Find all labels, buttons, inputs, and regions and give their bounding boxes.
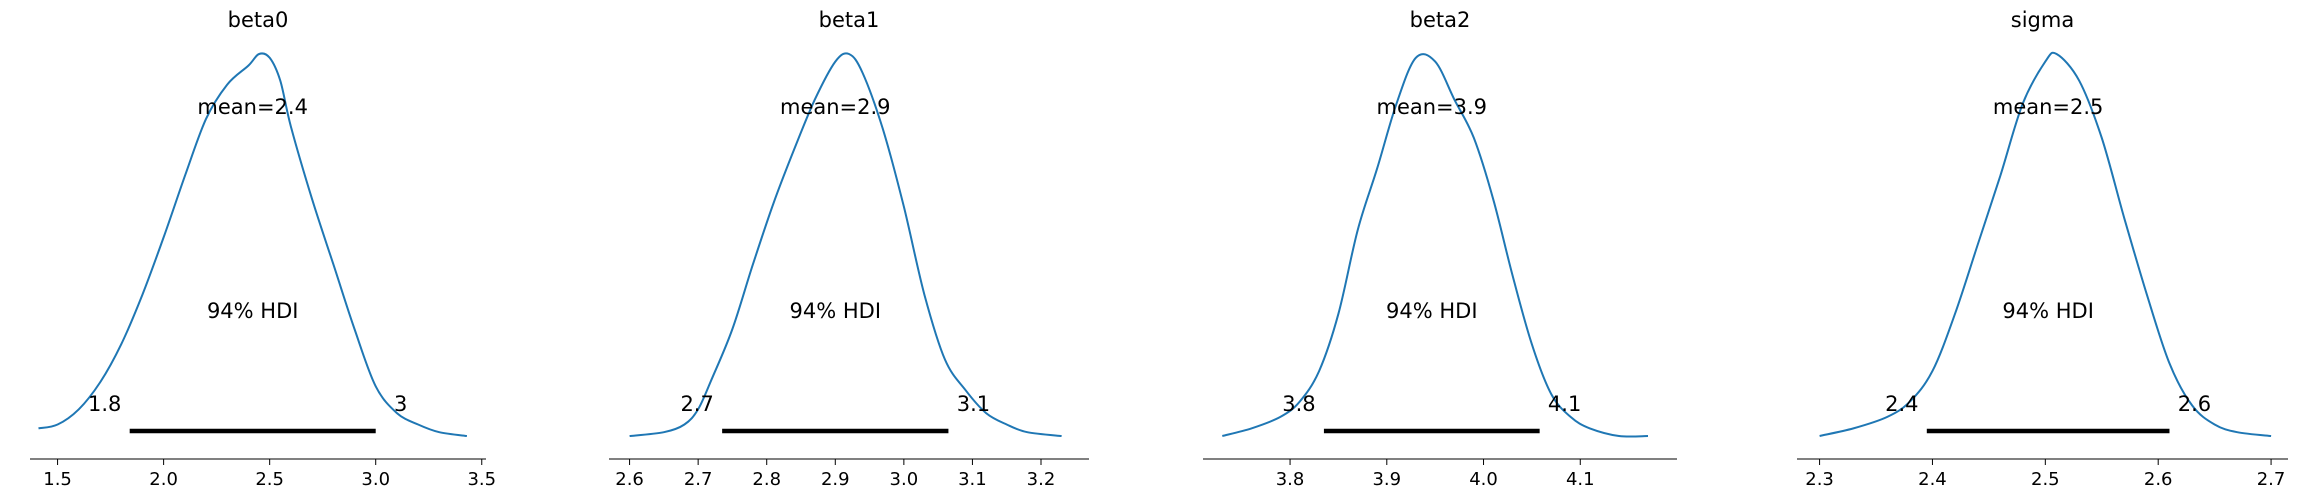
panel-title: sigma [2011,8,2074,32]
hdi-high-label: 3 [394,392,407,416]
x-tick-label: 2.5 [255,469,284,490]
x-tick-label: 2.5 [2031,469,2060,490]
hdi-label: 94% HDI [790,299,882,323]
density-curve [1222,53,1649,438]
hdi-low-label: 2.4 [1885,392,1918,416]
density-curve [1819,51,2272,437]
mean-label: mean=2.5 [1993,95,2104,119]
x-tick-label: 2.4 [1918,469,1947,490]
hdi-low-label: 3.8 [1282,392,1315,416]
panel-beta2: beta2 3.8 3.9 4.0 4.1 3.8 4.1 94% HDI mean=3.9 [1203,8,1677,490]
x-tick-label: 4.1 [1566,469,1595,490]
panel-title: beta1 [819,8,880,32]
x-tick-label: 3.1 [958,469,987,490]
x-tick-label: 2.3 [1805,469,1834,490]
density-curve [629,52,1062,437]
x-tick-label: 2.0 [149,469,178,490]
hdi-label: 94% HDI [1386,299,1478,323]
panel-title: beta0 [228,8,289,32]
panel-title: beta2 [1410,8,1471,32]
hdi-label: 94% HDI [2002,299,2094,323]
x-tick-label: 3.5 [467,469,496,490]
x-tick-label: 3.2 [1027,469,1056,490]
panel-beta0: beta0 1.5 2.0 2.5 3.0 3.5 1.8 3 94% HDI mean=2.4 [30,8,496,490]
mean-label: mean=3.9 [1376,95,1487,119]
x-tick-label: 2.6 [2144,469,2173,490]
x-tick-label: 2.7 [2257,469,2286,490]
panel-beta1: beta1 2.6 2.7 2.8 2.9 3.0 3.1 3.2 2.7 3.1 94% HDI m… [609,8,1089,490]
x-tick-label: 1.5 [43,469,72,490]
x-tick-label: 3.9 [1372,469,1401,490]
mean-label: mean=2.9 [780,95,891,119]
x-tick-label: 3.0 [361,469,390,490]
hdi-low-label: 1.8 [88,392,121,416]
x-tick-label: 3.0 [890,469,919,490]
hdi-label: 94% HDI [207,299,299,323]
x-tick-label: 2.8 [752,469,781,490]
x-tick-label: 2.9 [821,469,850,490]
x-tick-label: 2.7 [684,469,713,490]
hdi-high-label: 2.6 [2178,392,2211,416]
hdi-high-label: 3.1 [957,392,990,416]
x-tick-label: 2.6 [615,469,644,490]
x-tick-label: 3.8 [1276,469,1305,490]
x-tick-label: 4.0 [1469,469,1498,490]
hdi-low-label: 2.7 [680,392,713,416]
mean-label: mean=2.4 [197,95,308,119]
hdi-high-label: 4.1 [1548,392,1581,416]
density-curve [38,52,468,437]
panel-sigma: sigma 2.3 2.4 2.5 2.6 2.7 2.4 2.6 94% HDI mean=2.… [1797,8,2288,490]
